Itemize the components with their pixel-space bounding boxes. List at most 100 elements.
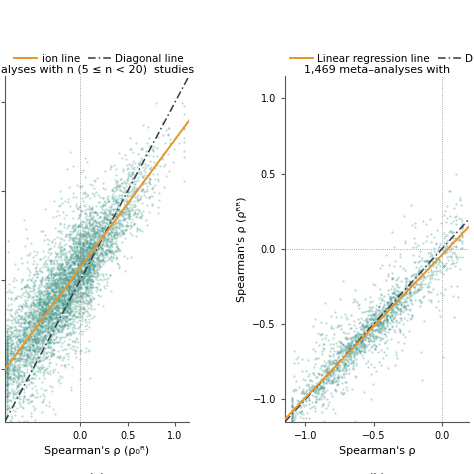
Point: [55, 262, 63, 269]
Point: [49, 299, 57, 307]
Point: [64, 290, 71, 298]
Point: [426, 288, 433, 296]
Point: [41, 305, 49, 313]
Point: [67, 251, 75, 258]
Point: [65, 289, 73, 296]
Point: [147, 143, 155, 150]
Point: [71, 290, 79, 298]
Point: [60, 294, 68, 301]
Point: [15, 374, 23, 381]
Point: [80, 280, 87, 288]
Point: [80, 328, 87, 335]
Point: [120, 205, 128, 213]
Point: [90, 223, 98, 230]
Point: [109, 220, 116, 228]
Point: [50, 273, 57, 281]
Point: [78, 240, 85, 247]
Point: [87, 235, 94, 243]
Point: [90, 225, 97, 233]
Point: [88, 254, 95, 261]
Point: [19, 315, 27, 323]
Point: [126, 197, 133, 205]
Point: [71, 301, 78, 309]
Point: [96, 256, 104, 264]
Point: [365, 324, 373, 331]
Point: [345, 351, 353, 358]
Point: [143, 172, 151, 179]
Point: [95, 280, 103, 287]
Point: [63, 259, 71, 266]
Point: [139, 177, 147, 184]
Point: [73, 268, 81, 275]
Point: [33, 323, 41, 330]
Point: [18, 259, 26, 267]
Point: [73, 231, 80, 239]
Point: [48, 292, 55, 300]
Point: [101, 250, 109, 257]
Point: [73, 291, 81, 298]
Point: [68, 250, 75, 258]
Point: [387, 316, 395, 323]
Point: [444, 245, 452, 253]
Point: [76, 230, 83, 238]
Point: [32, 342, 40, 349]
Point: [378, 291, 385, 299]
Point: [64, 329, 72, 337]
Point: [299, 375, 307, 383]
Point: [79, 230, 86, 237]
Point: [143, 221, 151, 228]
Point: [54, 279, 61, 287]
Point: [75, 236, 82, 243]
Point: [29, 346, 37, 354]
Point: [352, 324, 359, 331]
Point: [383, 298, 391, 306]
Point: [35, 301, 42, 309]
Point: [445, 228, 453, 235]
Point: [383, 307, 391, 314]
Point: [34, 336, 41, 344]
Point: [40, 299, 48, 307]
Point: [349, 361, 357, 368]
Point: [172, 134, 179, 142]
Point: [64, 273, 72, 281]
Point: [361, 322, 369, 329]
Point: [18, 385, 26, 393]
Point: [397, 301, 405, 309]
Point: [96, 275, 103, 283]
Point: [317, 375, 325, 383]
Point: [356, 347, 364, 355]
Point: [67, 267, 75, 275]
Point: [393, 275, 401, 283]
Point: [372, 316, 379, 323]
Point: [77, 221, 84, 228]
Point: [5, 404, 13, 411]
Point: [391, 309, 399, 316]
Point: [298, 387, 306, 395]
Point: [44, 287, 51, 294]
Point: [400, 307, 407, 314]
Point: [100, 215, 108, 222]
Point: [76, 298, 84, 305]
Point: [117, 182, 124, 190]
Point: [20, 330, 27, 337]
Point: [412, 244, 420, 251]
Point: [50, 290, 58, 298]
Point: [41, 314, 48, 321]
Point: [384, 286, 392, 294]
Point: [356, 344, 364, 352]
Point: [78, 260, 86, 268]
Point: [382, 319, 390, 326]
Point: [94, 255, 101, 262]
Point: [46, 274, 53, 282]
Point: [75, 222, 83, 229]
Point: [35, 290, 43, 298]
Point: [370, 310, 378, 318]
Point: [3, 328, 10, 336]
Point: [459, 222, 466, 230]
Point: [383, 301, 391, 309]
Point: [15, 356, 22, 364]
Point: [68, 275, 75, 283]
Point: [59, 272, 67, 279]
Point: [37, 323, 45, 330]
Point: [4, 380, 11, 388]
